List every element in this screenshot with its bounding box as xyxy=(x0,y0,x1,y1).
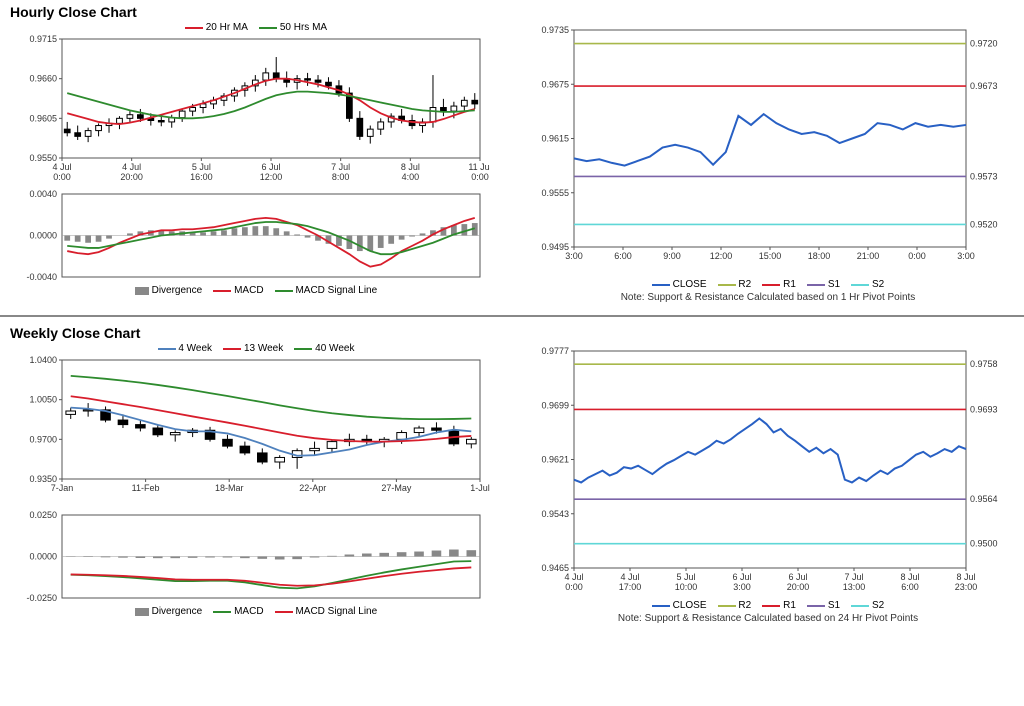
svg-text:0.9758: 0.9758 xyxy=(970,359,998,369)
svg-text:8 Jul: 8 Jul xyxy=(900,572,919,582)
svg-text:0.9693: 0.9693 xyxy=(970,405,998,415)
svg-text:13:00: 13:00 xyxy=(843,582,866,592)
svg-text:22-Apr: 22-Apr xyxy=(299,483,326,493)
svg-text:18-Mar: 18-Mar xyxy=(215,483,244,493)
svg-text:3:00: 3:00 xyxy=(733,582,751,592)
hourly-sr-legend: CLOSE R2 R1 S1 S2 xyxy=(522,279,1014,290)
hourly-title: Hourly Close Chart xyxy=(10,4,1014,20)
svg-text:0.9673: 0.9673 xyxy=(970,81,998,91)
svg-text:0.9605: 0.9605 xyxy=(29,113,57,123)
svg-text:7-Jan: 7-Jan xyxy=(51,483,74,493)
svg-text:3:00: 3:00 xyxy=(565,251,583,261)
weekly-sr-legend: CLOSE R2 R1 S1 S2 xyxy=(522,600,1014,611)
svg-text:27-May: 27-May xyxy=(381,483,412,493)
svg-text:4 Jul: 4 Jul xyxy=(122,162,141,172)
svg-text:0.9564: 0.9564 xyxy=(970,494,998,504)
svg-text:0.0250: 0.0250 xyxy=(29,510,57,520)
hourly-left-col: 20 Hr MA 50 Hrs MA 0.95500.96050.96600.9… xyxy=(10,22,502,303)
svg-text:11-Feb: 11-Feb xyxy=(132,483,160,493)
svg-text:6 Jul: 6 Jul xyxy=(261,162,280,172)
svg-text:0:00: 0:00 xyxy=(565,582,583,592)
svg-text:0.9520: 0.9520 xyxy=(970,219,998,229)
svg-text:4 Jul: 4 Jul xyxy=(620,572,639,582)
weekly-main-legend: 4 Week 13 Week 40 Week xyxy=(10,343,502,354)
svg-text:0.9675: 0.9675 xyxy=(541,79,569,89)
svg-text:0.9777: 0.9777 xyxy=(541,346,569,356)
svg-text:8:00: 8:00 xyxy=(332,172,350,182)
svg-text:7 Jul: 7 Jul xyxy=(331,162,350,172)
svg-text:21:00: 21:00 xyxy=(857,251,880,261)
svg-text:17:00: 17:00 xyxy=(619,582,642,592)
svg-text:11 Jul: 11 Jul xyxy=(468,162,490,172)
hourly-right-col: 0.94950.95550.96150.96750.97353:006:009:… xyxy=(522,22,1014,303)
weekly-title: Weekly Close Chart xyxy=(10,325,1014,341)
weekly-right-col: 0.94650.95430.96210.96990.97774 Jul0:004… xyxy=(522,343,1014,624)
svg-text:0.9543: 0.9543 xyxy=(541,509,569,519)
svg-text:0:00: 0:00 xyxy=(908,251,926,261)
weekly-left-col: 4 Week 13 Week 40 Week 0.93500.97001.005… xyxy=(10,343,502,624)
svg-text:0.0000: 0.0000 xyxy=(29,552,57,562)
svg-text:0.9573: 0.9573 xyxy=(970,171,998,181)
svg-text:15:00: 15:00 xyxy=(759,251,782,261)
svg-text:10:00: 10:00 xyxy=(675,582,698,592)
weekly-section: Weekly Close Chart 4 Week 13 Week 40 Wee… xyxy=(0,321,1024,632)
svg-text:6 Jul: 6 Jul xyxy=(732,572,751,582)
svg-text:6:00: 6:00 xyxy=(614,251,632,261)
weekly-macd-chart: -0.0250 0.0000 0.0250 xyxy=(10,509,490,604)
svg-text:0.9735: 0.9735 xyxy=(541,25,569,35)
svg-text:18:00: 18:00 xyxy=(808,251,831,261)
hourly-main-legend: 20 Hr MA 50 Hrs MA xyxy=(10,22,502,33)
svg-text:12:00: 12:00 xyxy=(260,172,283,182)
svg-text:6:00: 6:00 xyxy=(901,582,919,592)
hourly-section: Hourly Close Chart 20 Hr MA 50 Hrs MA 0.… xyxy=(0,0,1024,311)
svg-text:5 Jul: 5 Jul xyxy=(676,572,695,582)
svg-text:0.9615: 0.9615 xyxy=(541,134,569,144)
svg-text:20:00: 20:00 xyxy=(120,172,143,182)
svg-text:0:00: 0:00 xyxy=(53,172,71,182)
svg-text:0.9660: 0.9660 xyxy=(29,74,57,84)
svg-text:4:00: 4:00 xyxy=(402,172,420,182)
svg-text:-0.0250: -0.0250 xyxy=(26,593,57,603)
svg-text:0.9715: 0.9715 xyxy=(29,34,57,44)
svg-text:23:00: 23:00 xyxy=(955,582,978,592)
hourly-macd-legend: Divergence MACD MACD Signal Line xyxy=(10,285,502,296)
svg-text:0.9555: 0.9555 xyxy=(541,188,569,198)
svg-text:7 Jul: 7 Jul xyxy=(844,572,863,582)
svg-text:12:00: 12:00 xyxy=(710,251,733,261)
svg-text:4 Jul: 4 Jul xyxy=(564,572,583,582)
svg-text:0.9621: 0.9621 xyxy=(541,455,569,465)
svg-text:0.9720: 0.9720 xyxy=(970,39,998,49)
svg-text:8 Jul: 8 Jul xyxy=(956,572,975,582)
svg-text:-0.0040: -0.0040 xyxy=(26,272,57,282)
hourly-main-chart: 0.95500.96050.96600.97154 Jul0:004 Jul20… xyxy=(10,33,490,188)
svg-text:20:00: 20:00 xyxy=(787,582,810,592)
svg-text:1.0050: 1.0050 xyxy=(29,395,57,405)
svg-text:0:00: 0:00 xyxy=(471,172,489,182)
weekly-main-chart: 0.93500.97001.00501.04007-Jan11-Feb18-Ma… xyxy=(10,354,490,509)
weekly-macd-legend: Divergence MACD MACD Signal Line xyxy=(10,606,502,617)
hourly-sr-chart: 0.94950.95550.96150.96750.97353:006:009:… xyxy=(522,22,1012,277)
section-divider xyxy=(0,315,1024,317)
svg-text:0.9700: 0.9700 xyxy=(29,435,57,445)
weekly-sr-note: Note: Support & Resistance Calculated ba… xyxy=(522,613,1014,624)
svg-text:16:00: 16:00 xyxy=(190,172,213,182)
svg-text:8 Jul: 8 Jul xyxy=(401,162,420,172)
svg-text:0.0040: 0.0040 xyxy=(29,189,57,199)
svg-text:5 Jul: 5 Jul xyxy=(192,162,211,172)
hourly-macd-chart: -0.0040 0.0000 0.0040 xyxy=(10,188,490,283)
weekly-sr-chart: 0.94650.95430.96210.96990.97774 Jul0:004… xyxy=(522,343,1012,598)
svg-text:0.9699: 0.9699 xyxy=(541,400,569,410)
svg-text:3:00: 3:00 xyxy=(957,251,975,261)
svg-text:6 Jul: 6 Jul xyxy=(788,572,807,582)
svg-text:0.0000: 0.0000 xyxy=(29,231,57,241)
svg-text:0.9500: 0.9500 xyxy=(970,539,998,549)
svg-text:4 Jul: 4 Jul xyxy=(52,162,71,172)
svg-text:9:00: 9:00 xyxy=(663,251,681,261)
svg-text:1-Jul: 1-Jul xyxy=(470,483,490,493)
hourly-sr-note: Note: Support & Resistance Calculated ba… xyxy=(522,292,1014,303)
svg-text:1.0400: 1.0400 xyxy=(29,355,57,365)
